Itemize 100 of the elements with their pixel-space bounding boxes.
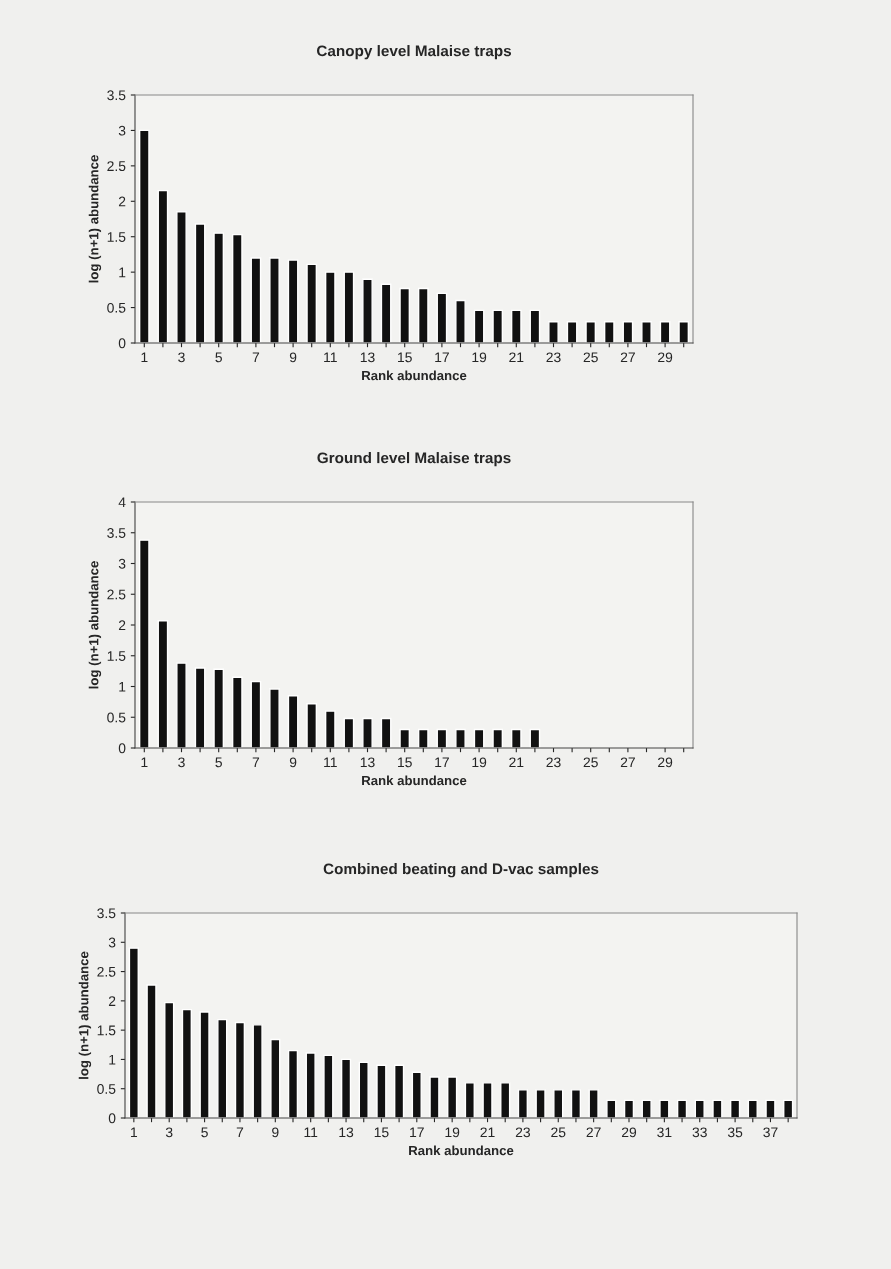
y-tick-label: 2 [118, 196, 126, 207]
x-tick-label: 35 [727, 1127, 743, 1138]
bar [517, 1089, 529, 1118]
bar [250, 257, 262, 343]
x-tick-label: 19 [472, 352, 487, 363]
bar [765, 1099, 776, 1118]
x-tick-label: 13 [360, 757, 375, 768]
bar [199, 1011, 210, 1118]
bar [231, 676, 243, 748]
x-tick-label: 11 [324, 352, 337, 363]
bar [231, 233, 243, 343]
bar [146, 984, 157, 1118]
bar [492, 309, 504, 343]
x-tick-label: 1 [141, 757, 148, 768]
bar [234, 1021, 246, 1118]
bar [164, 1001, 175, 1118]
x-tick-label: 9 [289, 757, 297, 768]
x-tick-label: 1 [141, 352, 148, 363]
x-tick-label: 25 [583, 757, 598, 768]
bar [340, 1058, 352, 1118]
bar [217, 1018, 228, 1118]
bar [287, 1049, 299, 1118]
y-tick-label: 0 [108, 1113, 116, 1124]
bar [287, 695, 299, 748]
y-tick-label: 0.5 [97, 1084, 116, 1094]
bar [252, 1024, 263, 1118]
bar [783, 1099, 794, 1118]
bar [411, 1071, 422, 1118]
y-tick-label: 1 [119, 267, 126, 278]
y-axis-title: log (n+1) abundance [78, 951, 92, 1079]
y-tick-label: 0.5 [107, 302, 126, 313]
x-tick-label: 15 [374, 1127, 389, 1138]
x-tick-label: 25 [583, 352, 598, 363]
y-tick-label: 3 [118, 125, 126, 136]
bar [417, 728, 429, 748]
bar [623, 1099, 635, 1118]
x-tick-label: 7 [252, 352, 260, 363]
bar [566, 321, 578, 343]
bar [138, 129, 150, 343]
x-tick-label: 15 [398, 352, 412, 363]
bar [269, 257, 280, 343]
x-tick-label: 27 [620, 757, 635, 768]
y-tick-label: 1 [109, 1054, 116, 1065]
x-tick-label: 23 [546, 352, 561, 363]
x-tick-label: 19 [445, 1127, 460, 1138]
x-tick-label: 27 [586, 1127, 601, 1138]
bar [747, 1099, 758, 1118]
x-tick-label: 7 [252, 757, 260, 768]
bar [606, 1099, 617, 1118]
bar [157, 620, 169, 748]
bar [712, 1099, 723, 1118]
y-tick-label: 3.5 [97, 908, 116, 919]
bar [622, 321, 634, 343]
bar [324, 710, 336, 748]
y-tick-label: 4 [118, 497, 126, 508]
bar [176, 662, 187, 748]
x-tick-label: 11 [304, 1127, 318, 1138]
y-tick-label: 1.5 [97, 1025, 116, 1036]
bar [399, 287, 411, 343]
bar [176, 211, 187, 343]
bar [306, 263, 318, 343]
bar [678, 321, 690, 343]
bar [510, 728, 522, 748]
bar [362, 717, 373, 748]
bar [510, 309, 522, 343]
x-tick-label: 7 [236, 1127, 244, 1138]
y-tick-label: 1 [119, 681, 126, 692]
x-tick-label: 9 [289, 352, 297, 363]
bar [659, 321, 671, 343]
x-tick-label: 19 [472, 757, 487, 768]
bar [380, 283, 392, 343]
x-tick-label: 11 [324, 757, 337, 768]
x-tick-label: 3 [178, 352, 185, 363]
x-tick-label: 21 [509, 757, 524, 768]
bar [641, 1099, 652, 1118]
x-tick-label: 23 [546, 757, 561, 768]
bar [585, 321, 597, 343]
bar [641, 321, 652, 343]
bar [399, 728, 411, 748]
bar [553, 1089, 564, 1118]
x-tick-label: 37 [763, 1127, 778, 1138]
bar [194, 223, 206, 343]
bar [588, 1089, 599, 1118]
bar [694, 1099, 705, 1118]
bar [138, 539, 150, 748]
y-tick-label: 0.5 [107, 712, 126, 723]
bar [492, 728, 504, 748]
bar [603, 321, 615, 343]
x-tick-label: 9 [272, 1127, 279, 1138]
bar [380, 717, 392, 748]
x-tick-label: 13 [339, 1127, 354, 1138]
bar [213, 668, 225, 748]
x-tick-label: 5 [215, 757, 222, 768]
bar [529, 309, 541, 343]
y-tick-label: 1.5 [107, 651, 126, 661]
bar [659, 1099, 670, 1118]
bar [482, 1082, 493, 1118]
x-axis-title: Rank abundance [362, 370, 467, 381]
y-axis-title: log (n+1) abundance [88, 561, 102, 689]
bar [269, 688, 280, 748]
